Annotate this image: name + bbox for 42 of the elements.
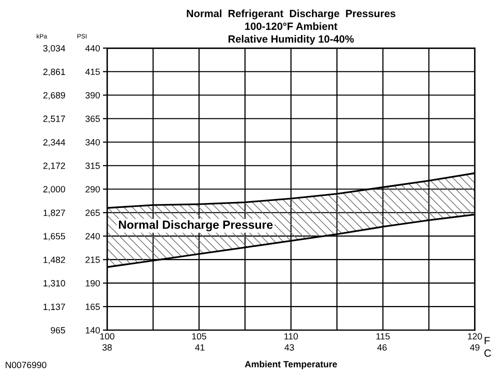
y-tick-label: 140 [86,327,100,334]
x2-tick-label: 46 [377,344,387,351]
y2-tick-label: 1,310 [44,280,66,288]
y-tick-label: 365 [85,116,100,122]
text: N0076990 [6,362,46,368]
y-tick-label: 265 [86,210,100,216]
y2-tick-label: 965 [50,327,66,334]
x-tick-label: 105 [192,333,206,340]
y-tick-label: 215 [86,256,100,263]
y2-tick-label: 1,482 [44,256,66,264]
y-tick-label: 240 [86,233,100,240]
y-tick-label: 340 [85,139,100,146]
y2-tick-label: 1,137 [44,304,66,312]
y2-tick-label: 2,344 [43,139,66,147]
x-tick-label: 120 [468,333,482,340]
x2-axis-title: C [484,349,492,357]
y-tick-label: 165 [86,304,100,310]
x2-tick-label: 41 [195,344,204,351]
y-tick-label: 415 [85,68,100,75]
y-tick-label: 440 [85,45,100,52]
y-tick-label: 290 [86,186,100,192]
chart-title: Normal Refrigerant Discharge Pressures 100-120°F Ambient Relative Humidity 10-40% [186,10,396,45]
y-tick-label: 390 [85,92,100,98]
x2-tick-label: 49 [470,344,480,351]
y2-tick-label: 1,827 [44,210,66,218]
y2-tick-label: 1,655 [44,233,66,240]
text: F [484,337,490,344]
x-tick-label: 100 [100,333,114,340]
y-tick-label: 315 [85,162,100,169]
x-axis-title: Ambient Temperature [244,360,337,370]
y2-tick-label: 3,034 [43,45,66,53]
y2-tick-label: 2,000 [43,186,66,194]
y2-tick-label: 2,861 [43,68,66,76]
y-tick-label: 190 [86,280,100,286]
y2-tick-label: 2,172 [43,162,66,170]
x-tick-label: 110 [284,333,298,340]
y2-tick-label: 2,689 [43,92,66,100]
x-tick-label: 115 [376,333,390,340]
x2-tick-label: 43 [284,344,294,351]
annotation: Normal Discharge Pressure [118,220,273,232]
x2-tick-label: 38 [102,344,112,351]
y2-tick-label: 2,517 [43,116,66,124]
